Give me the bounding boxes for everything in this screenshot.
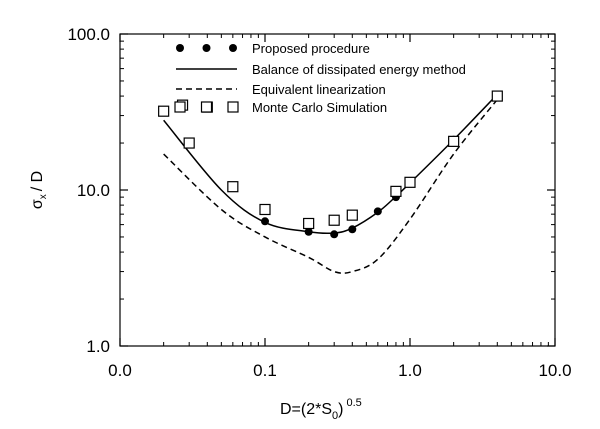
y-axis-label-rest: / D	[29, 171, 46, 191]
y-tick-label: 10.0	[77, 181, 110, 200]
x-tick-label: 10.0	[538, 361, 571, 380]
legend-symbol-square	[174, 101, 186, 113]
x-axis-label-main: D=(2*S	[280, 401, 332, 418]
x-axis-label-sup: 0.5	[346, 397, 361, 409]
x-tick-label: 1.0	[398, 361, 422, 380]
data-point-monte-carlo	[183, 137, 195, 149]
legend-symbol-square	[227, 101, 239, 113]
x-axis-label: D=(2*S0) 0.5	[280, 397, 362, 422]
data-point-proposed	[330, 230, 339, 239]
y-tick-label: 100.0	[67, 25, 110, 44]
x-tick-label: 0.1	[253, 361, 277, 380]
y-tick-label: 1.0	[86, 337, 110, 356]
x-axis-label-sub: 0	[332, 410, 338, 422]
y-axis-label: σx / D	[29, 171, 49, 209]
x-axis-label-close: )	[338, 401, 343, 418]
legend-label: Proposed procedure	[252, 41, 370, 56]
legend-symbol-dot	[229, 44, 237, 52]
series-line-equivalent-linearization	[163, 99, 498, 274]
legend-label: Equivalent linearization	[252, 82, 386, 97]
data-point-monte-carlo	[227, 181, 239, 193]
legend-symbol-square	[200, 101, 213, 113]
data-point-monte-carlo	[491, 90, 503, 102]
data-point-monte-carlo	[448, 135, 460, 147]
y-axis-label-sigma: σ	[29, 199, 46, 209]
data-point-monte-carlo	[259, 203, 271, 216]
axes: 0.0 0.1 1.0 10.0 1.0 10.0 100.0	[67, 25, 571, 380]
data-point-monte-carlo	[346, 209, 358, 221]
series-layer	[158, 90, 503, 274]
plot-frame	[119, 33, 556, 347]
legend-symbol-dot	[176, 44, 184, 52]
data-point-monte-carlo	[390, 185, 402, 197]
data-point-monte-carlo	[328, 214, 340, 226]
legend: Proposed procedure Balance of dissipated …	[174, 41, 466, 115]
x-tick-label: 0.0	[108, 361, 132, 380]
y-axis-label-sub: x	[38, 194, 49, 199]
legend-label: Monte Carlo Simulation	[252, 100, 387, 115]
series-line-energy-balance	[163, 93, 498, 235]
data-point-monte-carlo	[404, 176, 416, 188]
data-point-monte-carlo	[158, 105, 170, 117]
data-point-monte-carlo	[303, 217, 315, 230]
legend-symbol-dot	[202, 44, 211, 52]
legend-label: Balance of dissipated energy method	[252, 62, 466, 77]
